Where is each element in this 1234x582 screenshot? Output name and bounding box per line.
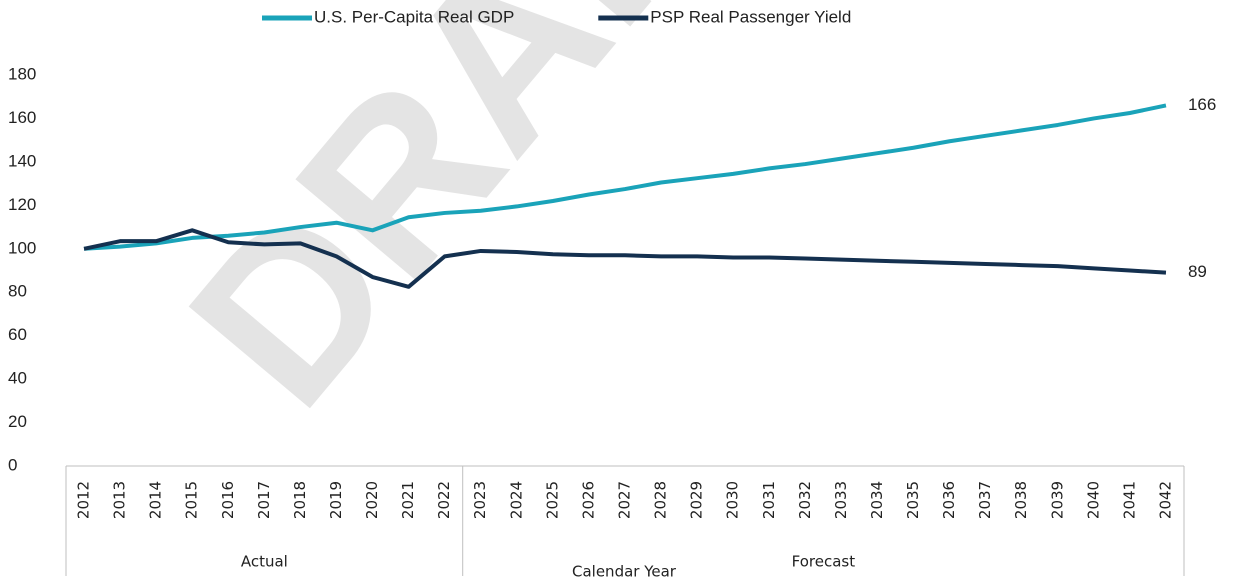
x-tick-label: 2032 <box>796 481 814 519</box>
x-tick-label: 2019 <box>327 481 345 519</box>
watermark: DRAFT <box>141 0 839 451</box>
x-axis-label: Calendar Year <box>572 563 677 581</box>
x-tick-label: 2016 <box>219 481 237 519</box>
x-tick-label: 2017 <box>255 481 273 519</box>
x-tick-label: 2013 <box>111 481 129 519</box>
x-tick-label: 2027 <box>616 481 634 519</box>
x-tick-label: 2041 <box>1120 481 1138 519</box>
x-tick-label: 2037 <box>976 481 994 519</box>
y-tick-label: 0 <box>8 455 17 474</box>
x-tick-label: 2029 <box>688 481 706 519</box>
end-label: 89 <box>1188 262 1207 281</box>
x-tick-label: 2036 <box>940 481 958 519</box>
x-tick-label: 2022 <box>435 481 453 519</box>
x-tick-label: 2031 <box>760 481 778 519</box>
y-tick-label: 20 <box>8 412 27 431</box>
y-tick-label: 100 <box>8 238 36 257</box>
x-tick-label: 2039 <box>1048 481 1066 519</box>
x-tick-label: 2020 <box>363 481 381 519</box>
x-tick-label: 2023 <box>471 481 489 519</box>
x-tick-label: 2040 <box>1084 481 1102 519</box>
y-tick-label: 80 <box>8 282 27 301</box>
x-tick-label: 2012 <box>75 481 93 519</box>
x-tick-label: 2014 <box>147 481 165 519</box>
x-tick-label: 2025 <box>543 481 561 519</box>
y-tick-label: 60 <box>8 325 27 344</box>
x-tick-label: 2028 <box>652 481 670 519</box>
legend-label: PSP Real Passenger Yield <box>650 7 851 26</box>
y-tick-label: 140 <box>8 151 36 170</box>
group-label: Actual <box>241 553 288 571</box>
y-tick-label: 40 <box>8 369 27 388</box>
x-tick-label: 2024 <box>507 481 525 519</box>
x-tick-label: 2038 <box>1012 481 1030 519</box>
series-line <box>83 103 1167 251</box>
x-tick-label: 2035 <box>904 481 922 519</box>
y-tick-label: 120 <box>8 195 36 214</box>
y-tick-label: 160 <box>8 108 36 127</box>
x-tick-label: 2018 <box>291 481 309 519</box>
series-line <box>83 228 1167 289</box>
x-tick-label: 2033 <box>832 481 850 519</box>
end-label: 166 <box>1188 95 1216 114</box>
x-tick-label: 2026 <box>579 481 597 519</box>
x-tick-label: 2021 <box>399 481 417 519</box>
x-tick-label: 2042 <box>1156 481 1174 519</box>
x-tick-label: 2034 <box>868 481 886 519</box>
group-label: Forecast <box>792 553 856 571</box>
x-tick-label: 2015 <box>183 481 201 519</box>
y-tick-label: 180 <box>8 64 36 83</box>
x-tick-label: 2030 <box>724 481 742 519</box>
legend-label: U.S. Per-Capita Real GDP <box>314 7 514 26</box>
